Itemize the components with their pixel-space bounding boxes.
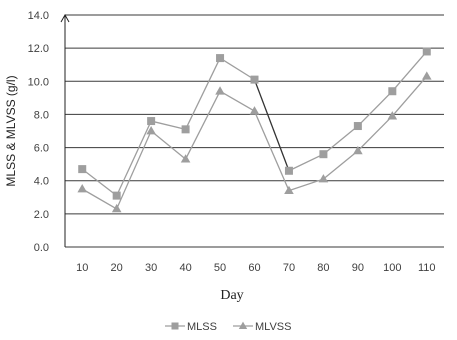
- x-tick-label: 90: [352, 262, 364, 274]
- legend-label: MLVSS: [255, 321, 291, 333]
- y-tick-label: 14.0: [28, 10, 49, 22]
- series-line-segment: [357, 90, 393, 127]
- legend-marker: [238, 321, 248, 329]
- legend-marker: [171, 322, 179, 330]
- data-point: [215, 86, 225, 95]
- data-point: [216, 54, 225, 63]
- y-axis-label: MLSS & MLVSS (g/l): [4, 75, 18, 186]
- data-point: [388, 87, 397, 96]
- y-tick-label: 0.0: [34, 242, 49, 254]
- data-point: [353, 145, 363, 155]
- series-line-segment: [116, 130, 152, 210]
- legend-item-mlvss: MLVSS: [233, 321, 291, 333]
- x-tick-label: 70: [283, 262, 295, 274]
- data-point: [353, 122, 362, 131]
- series-mlss: [78, 47, 431, 200]
- series-line-segment: [391, 51, 428, 92]
- series-line-segment: [288, 153, 324, 172]
- series-line-segment: [219, 90, 255, 112]
- x-tick-labels: 10 20 30 40 50 60 70 80 90 100 110: [76, 262, 435, 274]
- data-point: [250, 75, 259, 84]
- data-point: [284, 185, 294, 195]
- x-tick-label: 10: [76, 262, 88, 274]
- data-point: [77, 184, 88, 193]
- y-tick-labels: 0.0 2.0 4.0 6.0 8.0 10.0 12.0 14.0: [28, 10, 49, 254]
- data-point: [318, 174, 329, 183]
- data-point: [147, 117, 156, 126]
- series-line-segment: [116, 120, 152, 196]
- gridlines: [65, 14, 444, 248]
- y-tick-label: 8.0: [34, 109, 49, 121]
- series-line-segment: [253, 110, 290, 191]
- y-tick-label: 10.0: [28, 76, 49, 88]
- x-tick-label: 60: [248, 262, 260, 274]
- series-line-segment: [288, 178, 324, 192]
- series-mlvss: [77, 71, 432, 213]
- data-point: [249, 106, 260, 115]
- data-point: [112, 191, 121, 200]
- series-line-segment: [322, 125, 359, 155]
- series-line-segment: [150, 120, 186, 130]
- data-point: [111, 203, 122, 213]
- y-tick-label: 4.0: [34, 176, 49, 188]
- data-point: [319, 150, 328, 159]
- y-tick-label: 2.0: [34, 209, 49, 221]
- series-line-segment: [322, 150, 359, 180]
- series-line-segment: [81, 168, 118, 197]
- series-layer: [77, 47, 432, 213]
- legend: MLSS MLVSS: [165, 321, 291, 333]
- y-axis-arrow: [60, 13, 70, 23]
- x-tick-label: 110: [418, 262, 436, 274]
- data-point: [78, 165, 87, 174]
- legend-label: MLSS: [187, 321, 217, 333]
- series-line-segment: [81, 188, 118, 210]
- data-point: [422, 47, 431, 56]
- x-tick-label: 80: [317, 262, 329, 274]
- data-point: [421, 71, 432, 80]
- data-point: [146, 126, 156, 135]
- data-point: [180, 154, 191, 163]
- data-point: [181, 125, 190, 134]
- series-line-segment: [357, 115, 393, 152]
- y-tick-label: 6.0: [34, 143, 49, 155]
- legend-item-mlss: MLSS: [165, 321, 217, 333]
- x-tick-label: 40: [179, 262, 191, 274]
- series-line-segment: [391, 75, 428, 117]
- series-line-segment: [219, 57, 255, 81]
- series-line-segment: [185, 57, 221, 130]
- series-line-segment: [185, 90, 221, 160]
- y-tick-label: 12.0: [28, 43, 49, 55]
- x-tick-label: 20: [111, 262, 123, 274]
- series-line-segment: [150, 130, 187, 160]
- x-axis-label: Day: [220, 288, 243, 303]
- series-line-segment: [253, 79, 290, 172]
- x-tick-label: 50: [214, 262, 226, 274]
- data-point: [284, 166, 293, 175]
- x-tick-label: 100: [383, 262, 401, 274]
- x-tick-label: 30: [145, 262, 157, 274]
- data-point: [387, 111, 398, 120]
